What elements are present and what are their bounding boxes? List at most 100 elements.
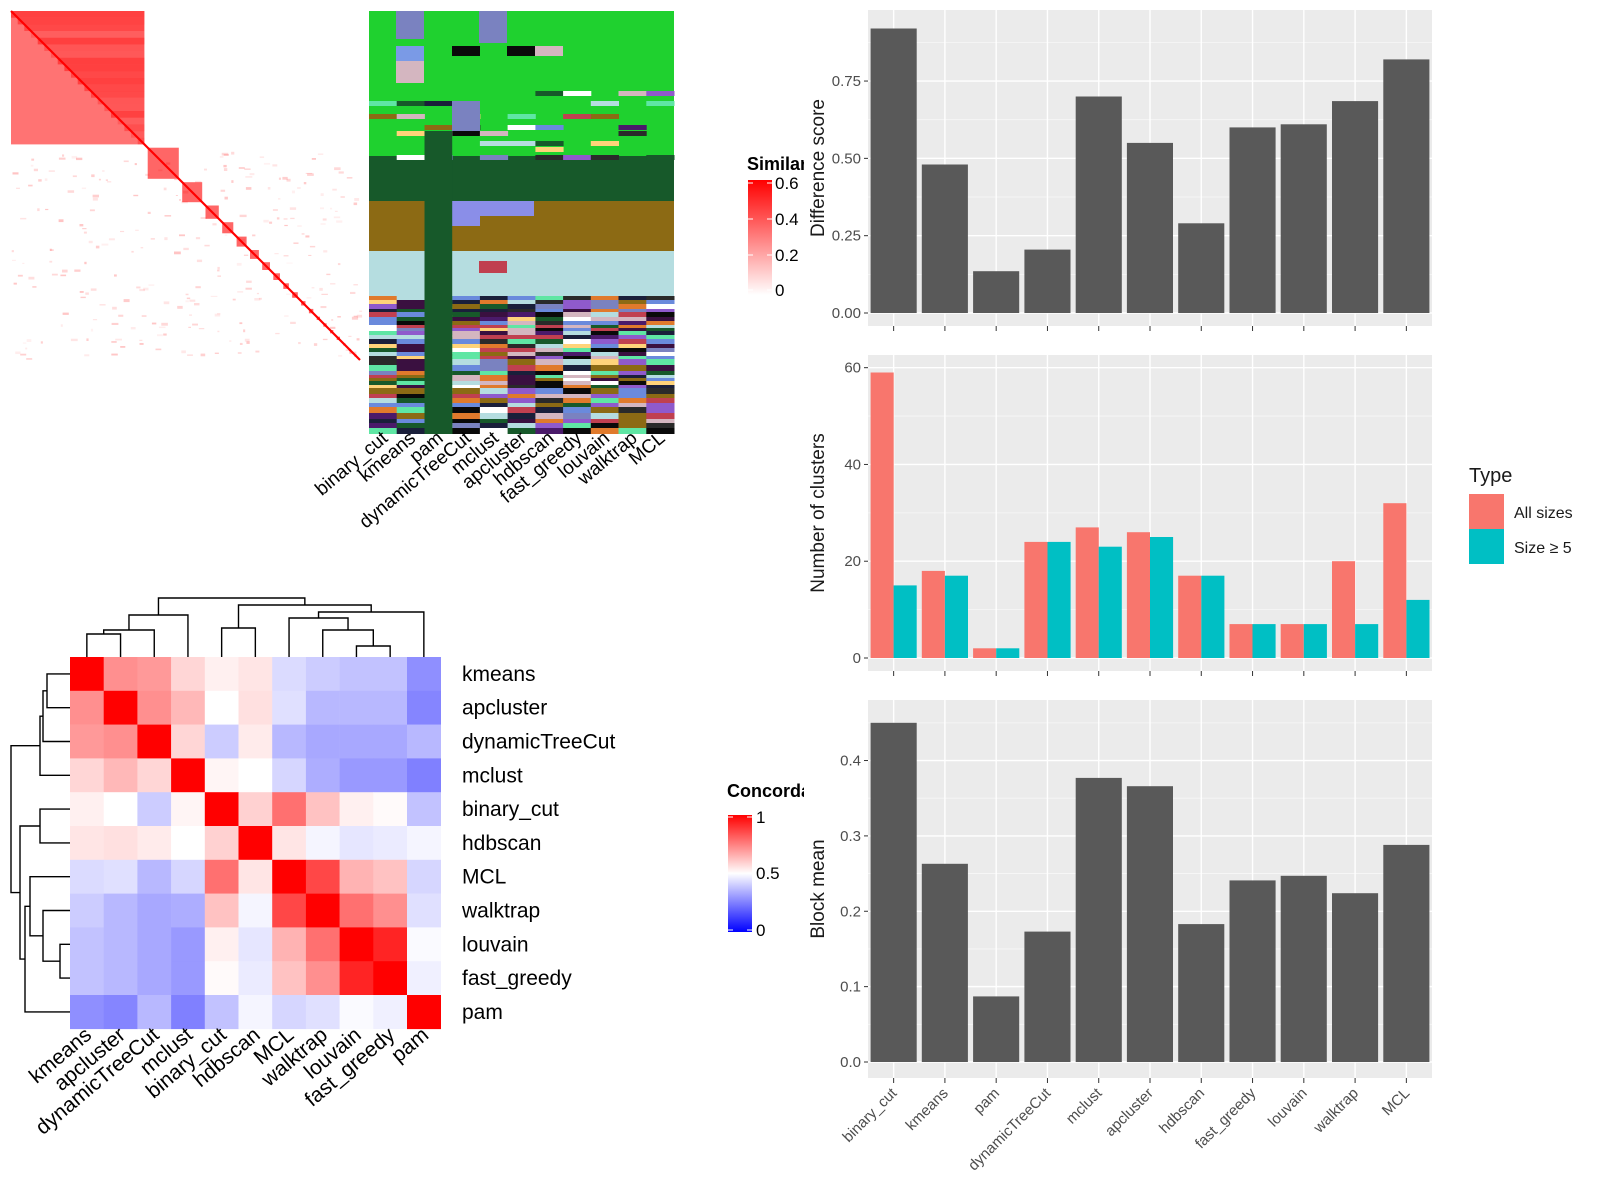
- membership-stripe: [646, 155, 675, 160]
- similarity-texture: [245, 287, 252, 290]
- membership-stripe: [452, 381, 481, 387]
- similarity-texture: [283, 218, 288, 220]
- similarity-texture: [92, 194, 99, 198]
- similarity-texture: [181, 350, 186, 354]
- concordance-row-label-louvain: louvain: [462, 933, 529, 956]
- membership-stripe: [563, 312, 592, 318]
- similarity-texture: [150, 238, 155, 240]
- membership-stripe: [396, 381, 425, 387]
- membership-stripe: [563, 365, 592, 371]
- membership-stripe: [618, 335, 647, 341]
- membership-stripe: [646, 348, 675, 354]
- membership-stripe: [646, 101, 675, 106]
- membership-stripe: [369, 304, 398, 310]
- membership-stripe: [590, 398, 619, 404]
- similarity-texture: [336, 220, 343, 223]
- similarity-band: [11, 11, 145, 18]
- concordance-cell: [272, 826, 307, 861]
- similarity-texture: [305, 172, 313, 174]
- dendrogram-branch: [42, 909, 70, 962]
- similarity-texture: [239, 342, 243, 345]
- similarity-texture: [338, 354, 343, 357]
- concordance-cell: [238, 657, 273, 692]
- membership-stripe: [452, 371, 481, 377]
- similarity-texture: [244, 338, 250, 342]
- similarity-texture: [308, 254, 312, 256]
- similarity-texture: [131, 250, 134, 253]
- similarity-texture: [214, 352, 219, 354]
- concordance-cell: [238, 893, 273, 928]
- concordance-legend-ticks: 10.50: [728, 808, 780, 940]
- similarity-texture: [353, 284, 358, 286]
- membership-stripe: [618, 394, 647, 400]
- similarity-texture: [317, 153, 324, 155]
- similarity-texture: [20, 353, 27, 356]
- concordance-col-label-pam: pam: [387, 1023, 433, 1067]
- membership-stripe: [563, 403, 592, 409]
- similarity-texture: [139, 339, 143, 341]
- similarity-texture: [183, 247, 189, 251]
- concordance-cell: [171, 961, 206, 996]
- membership-stripe: [452, 339, 481, 345]
- membership-stripe: [646, 317, 675, 323]
- bar-MCL: [1383, 844, 1430, 1062]
- similarity-texture: [31, 158, 35, 161]
- similarity-diagonal: [10, 10, 361, 361]
- similarity-texture: [161, 322, 168, 326]
- bar-apcluster: [1126, 142, 1173, 313]
- membership-stripe: [563, 352, 592, 358]
- membership-stripe: [563, 381, 592, 387]
- similarity-texture: [147, 211, 151, 214]
- dendrogram-branch: [46, 673, 70, 709]
- similarity-texture: [297, 187, 301, 189]
- similarity-texture: [212, 223, 217, 226]
- similarity-texture: [217, 269, 220, 272]
- membership-stripe: [590, 304, 619, 310]
- similarity-band: [24, 24, 145, 31]
- concordance-cell: [373, 995, 408, 1030]
- membership-stripe: [618, 331, 647, 337]
- similarity-texture: [49, 249, 54, 251]
- membership-stripe: [646, 359, 675, 365]
- bar-all-sizes-fast_greedy: [1229, 624, 1253, 658]
- concordance-cell: [103, 657, 138, 692]
- membership-stripe: [452, 352, 481, 358]
- similarity-texture: [252, 234, 256, 237]
- membership-stripe: [479, 344, 509, 350]
- membership-stripe: [535, 371, 564, 377]
- membership-stripe: [479, 388, 509, 394]
- membership-stripe: [618, 423, 647, 429]
- dendrogram-branch: [128, 614, 189, 657]
- concordance-cell: [103, 826, 138, 861]
- membership-stripe: [618, 339, 647, 345]
- similarity-texture: [198, 328, 205, 330]
- similarity-texture: [114, 274, 117, 277]
- membership-stripe: [396, 114, 425, 119]
- concordance-cell: [272, 893, 307, 928]
- concordance-cell: [171, 792, 206, 827]
- similarity-texture: [220, 189, 226, 192]
- membership-stripe: [563, 423, 592, 429]
- similarity-texture: [40, 341, 43, 344]
- membership-stripe: [396, 371, 425, 377]
- similarity-texture: [11, 250, 14, 253]
- concordance-cell: [70, 657, 104, 692]
- concordance-cell: [373, 758, 408, 793]
- similarity-texture: [217, 330, 220, 333]
- membership-stripe: [369, 331, 398, 337]
- similarity-texture: [58, 219, 64, 223]
- concordance-cell: [171, 927, 206, 962]
- concordance-cell: [70, 724, 104, 759]
- membership-stripe: [507, 352, 536, 358]
- membership-stripe: [535, 312, 564, 318]
- similarity-texture: [70, 338, 78, 342]
- similarity-texture: [326, 273, 331, 276]
- similarity-texture: [145, 173, 150, 176]
- membership-stripe: [590, 344, 619, 350]
- membership-stripe: [507, 428, 536, 434]
- membership-stripe: [590, 331, 619, 337]
- similarity-legend-tick-label: 0.2: [775, 246, 799, 265]
- similarity-texture: [74, 269, 81, 272]
- concordance-cell: [272, 724, 307, 759]
